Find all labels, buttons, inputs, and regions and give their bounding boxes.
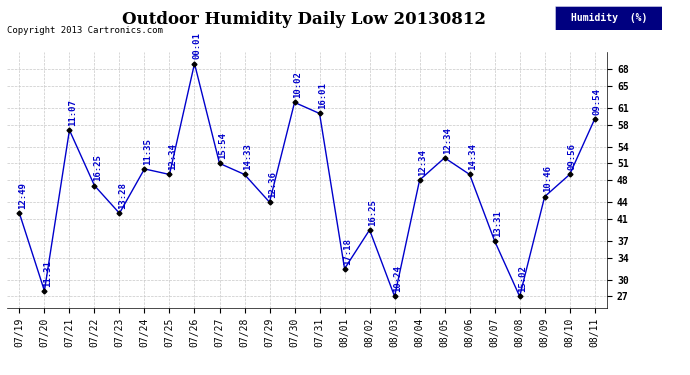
Text: 17:18: 17:18 <box>343 238 352 264</box>
Text: 11:35: 11:35 <box>143 138 152 165</box>
Text: 14:34: 14:34 <box>468 143 477 170</box>
Text: 10:02: 10:02 <box>293 71 302 98</box>
Text: 16:25: 16:25 <box>92 154 101 182</box>
Text: 15:02: 15:02 <box>518 266 527 292</box>
Text: 09:54: 09:54 <box>593 88 602 115</box>
Text: 15:54: 15:54 <box>218 132 227 159</box>
Text: 11:31: 11:31 <box>43 260 52 287</box>
Text: 12:34: 12:34 <box>418 149 427 176</box>
Text: 12:49: 12:49 <box>18 182 27 209</box>
Text: 14:33: 14:33 <box>243 143 252 170</box>
Text: 13:31: 13:31 <box>493 210 502 237</box>
Text: 10:24: 10:24 <box>393 266 402 292</box>
Text: 10:46: 10:46 <box>543 166 552 192</box>
Text: 12:36: 12:36 <box>268 171 277 198</box>
Text: 09:56: 09:56 <box>568 143 577 170</box>
Text: 13:28: 13:28 <box>118 182 127 209</box>
Text: Humidity  (%): Humidity (%) <box>571 13 647 23</box>
Text: 12:34: 12:34 <box>443 127 452 154</box>
Text: Outdoor Humidity Daily Low 20130812: Outdoor Humidity Daily Low 20130812 <box>121 11 486 28</box>
Text: 12:34: 12:34 <box>168 143 177 170</box>
Text: 16:25: 16:25 <box>368 199 377 226</box>
Text: 00:01: 00:01 <box>193 33 201 59</box>
Text: Copyright 2013 Cartronics.com: Copyright 2013 Cartronics.com <box>7 26 163 35</box>
Text: 11:07: 11:07 <box>68 99 77 126</box>
Text: 16:01: 16:01 <box>318 82 327 109</box>
